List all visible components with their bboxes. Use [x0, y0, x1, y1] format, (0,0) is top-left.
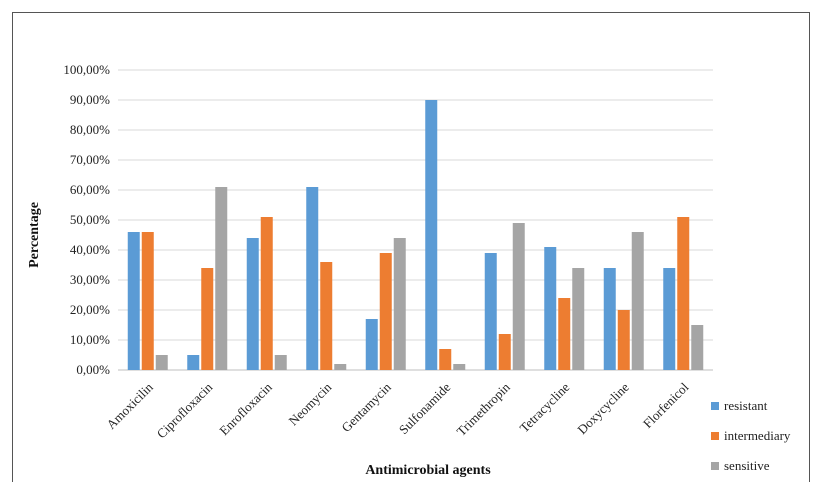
bar-resistant — [544, 247, 557, 370]
bar-sensitive — [334, 364, 347, 370]
y-tick-label: 20,00% — [70, 302, 110, 317]
y-tick-labels: 0,00% 10,00% 20,00% 30,00% 40,00% 50,00% 60,00… — [63, 62, 110, 377]
bar-intermediary — [439, 349, 452, 370]
legend-swatch-sensitive — [711, 462, 719, 470]
x-tick-label: Florfenicol — [640, 379, 692, 431]
bar-intermediary — [558, 298, 571, 370]
x-tick-label: Tetracycline — [516, 379, 572, 435]
bar-sensitive — [691, 325, 704, 370]
y-tick-label: 90,00% — [70, 92, 110, 107]
x-tick-label: Sulfonamide — [396, 379, 454, 437]
bar-resistant — [306, 187, 319, 370]
x-tick-label: Enrofloxacin — [216, 379, 275, 438]
y-axis-title: Percentage — [27, 202, 42, 268]
bar-intermediary — [379, 253, 392, 370]
x-tick-label: Amoxicilin — [103, 379, 156, 432]
x-tick-label: Neomycin — [285, 379, 334, 428]
legend-swatch-resistant — [711, 402, 719, 410]
bar-intermediary — [617, 310, 630, 370]
bar-intermediary — [677, 217, 690, 370]
bar-sensitive — [155, 355, 168, 370]
y-tick-label: 10,00% — [70, 332, 110, 347]
legend-swatch-intermediary — [711, 432, 719, 440]
y-tick-label: 80,00% — [70, 122, 110, 137]
bar-resistant — [246, 238, 259, 370]
bar-sensitive — [274, 355, 287, 370]
bar-sensitive — [215, 187, 228, 370]
y-tick-label: 60,00% — [70, 182, 110, 197]
bar-resistant — [603, 268, 616, 370]
bar-resistant — [365, 319, 378, 370]
bar-intermediary — [260, 217, 273, 370]
bar-resistant — [127, 232, 140, 370]
bar-intermediary — [498, 334, 511, 370]
bar-intermediary — [141, 232, 154, 370]
x-tick-label: Gentamycin — [338, 379, 394, 435]
y-tick-label: 50,00% — [70, 212, 110, 227]
y-tick-label: 100,00% — [63, 62, 110, 77]
y-tick-label: 40,00% — [70, 242, 110, 257]
bar-sensitive — [512, 223, 525, 370]
bar-resistant — [484, 253, 497, 370]
bars — [127, 100, 704, 370]
bar-resistant — [663, 268, 676, 370]
legend-label-sensitive: sensitive — [724, 458, 770, 473]
bar-resistant — [187, 355, 200, 370]
bar-sensitive — [572, 268, 585, 370]
y-tick-label: 70,00% — [70, 152, 110, 167]
bar-intermediary — [201, 268, 214, 370]
x-axis-title: Antimicrobial agents — [365, 463, 491, 478]
bar-sensitive — [453, 364, 466, 370]
bar-sensitive — [393, 238, 406, 370]
bar-sensitive — [631, 232, 644, 370]
bar-intermediary — [320, 262, 333, 370]
y-tick-label: 0,00% — [76, 362, 110, 377]
legend: resistant intermediary sensitive — [711, 398, 791, 473]
x-tick-label: Doxycycline — [574, 379, 632, 437]
legend-label-resistant: resistant — [724, 398, 768, 413]
bar-resistant — [425, 100, 438, 370]
y-tick-label: 30,00% — [70, 272, 110, 287]
x-tick-label: Ciprofloxacin — [154, 379, 216, 441]
legend-label-intermediary: intermediary — [724, 428, 791, 443]
x-tick-label: Trimethropin — [454, 379, 514, 439]
